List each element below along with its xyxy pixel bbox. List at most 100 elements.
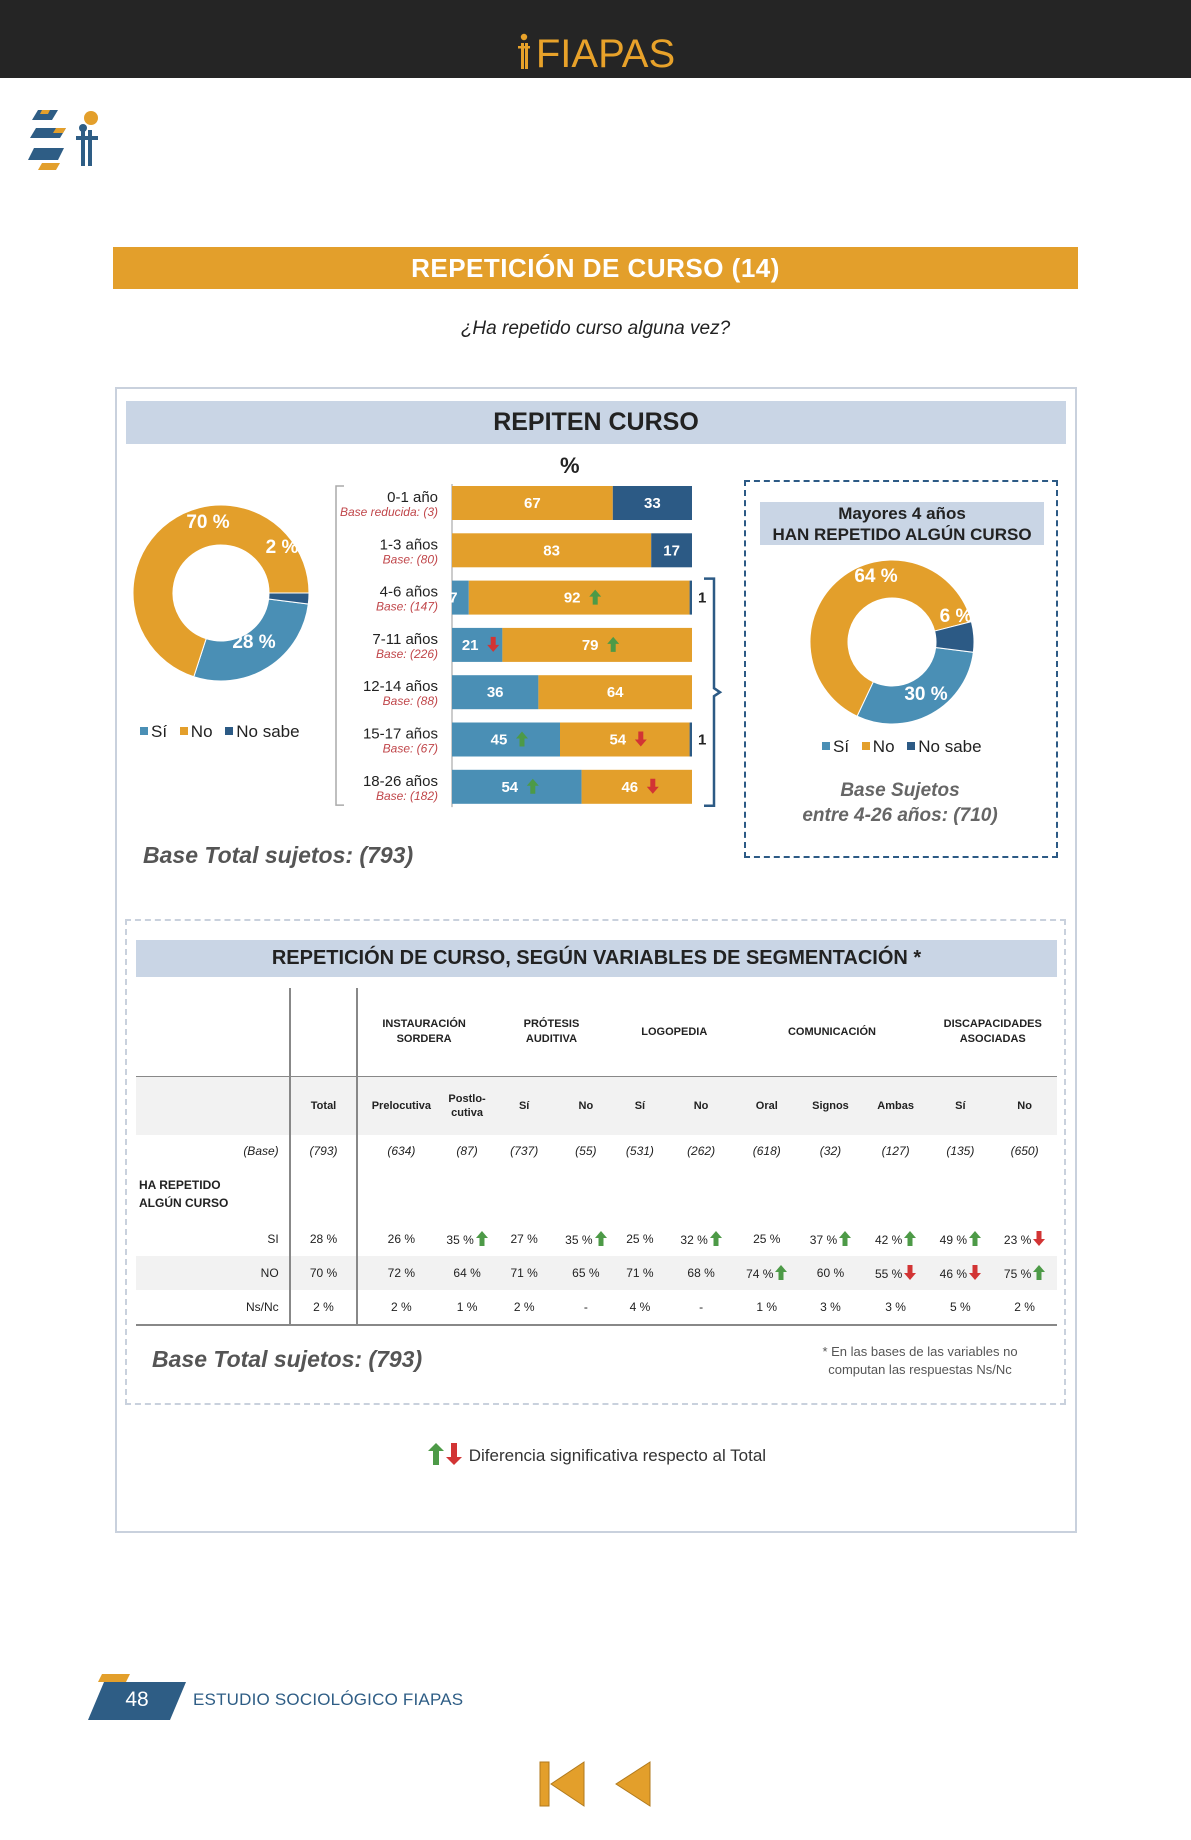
row-label: SI: [267, 1232, 279, 1246]
donut-legend-total: Sí No No sabe: [140, 722, 302, 742]
segmentation-header: REPETICIÓN DE CURSO, SEGÚN VARIABLES DE …: [136, 940, 1057, 977]
bar-segment: [468, 580, 690, 615]
table-cell: 71 %: [489, 1256, 559, 1290]
donut-label-Sí: 28 %: [232, 632, 275, 653]
table-base-row: (Base) (793) (634) (87) (737) (55) (531) (262)…: [136, 1135, 1057, 1166]
category-label: 7-11 años: [372, 631, 438, 648]
significance-arrow-up: [607, 636, 620, 652]
cell-value: 2 %: [1014, 1300, 1035, 1314]
table-cell: 72 %: [356, 1256, 445, 1290]
bar-value-label: 33: [644, 495, 661, 512]
table-cell: 5 %: [928, 1290, 993, 1326]
table-cell: 2 %: [356, 1290, 445, 1326]
table-cell: 64 %: [444, 1256, 490, 1290]
table-cell: 35 %: [559, 1222, 614, 1256]
previous-page-icon[interactable]: [610, 1760, 658, 1808]
donut-slice-No sabe: [934, 620, 975, 653]
donut-slice-No: [132, 504, 310, 678]
arrow-up-icon: [709, 1231, 722, 1246]
base-cell: (127): [881, 1143, 910, 1158]
table-row: SI 28 % 26 % 35 % 27 % 35 % 25 % 32 % 25 % 37 % 42…: [136, 1222, 1057, 1256]
bar-value-label: 54: [501, 779, 518, 796]
category-base-label: Base: (226): [376, 647, 438, 661]
cell-value: 49 %: [939, 1233, 968, 1247]
arrow-up-icon: [839, 1231, 852, 1246]
group-comunicacion: COMUNICACIÓN: [735, 988, 929, 1077]
cell-value: 1 %: [456, 1300, 478, 1314]
category-base-label: Base: (88): [383, 694, 438, 708]
base-cell: (634): [356, 1135, 445, 1166]
mayores-title: Mayores 4 años HAN REPETIDO ALGÚN CURSO: [760, 502, 1044, 545]
donut-chart-total: 28 % 70 % 2 %: [132, 504, 310, 682]
table-cell: 3 %: [798, 1290, 863, 1326]
arrow-up-icon: [475, 1231, 488, 1246]
legend-item-nosabe: No sabe: [901, 737, 982, 756]
donut-slice-Sí: [856, 646, 974, 725]
percent-axis-label: %: [560, 453, 580, 478]
category-base-label: Base reducida: (3): [340, 505, 438, 519]
table-cell: 65 %: [558, 1256, 614, 1290]
table-cell: 68 %: [666, 1256, 736, 1290]
table-group-row: INSTAURACIÓN SORDERA PRÓTESIS AUDITIVA LOG…: [136, 988, 1057, 1077]
table-cell: 74 %: [735, 1256, 799, 1290]
cell-value: 65 %: [572, 1266, 600, 1280]
bar-segment: [452, 533, 652, 568]
bar-segment: [452, 580, 469, 615]
table-cell: 60 %: [798, 1256, 863, 1290]
donut-slice-No: [809, 559, 973, 717]
row-label: (Base): [243, 1143, 279, 1158]
cell-value: -: [583, 1300, 588, 1314]
significance-legend-text: Diferencia significativa respecto al Tot…: [468, 1446, 767, 1465]
cell-value: 71 %: [510, 1266, 538, 1280]
bar-value-label: 92: [564, 590, 581, 607]
significance-arrow-up: [516, 731, 528, 747]
donut-label-No: 70 %: [186, 512, 229, 533]
mayores-panel: [744, 480, 1058, 858]
table-cell: 25 %: [613, 1222, 667, 1256]
fiapas-logo-icon: [517, 33, 530, 69]
cell-value: 27 %: [510, 1232, 538, 1246]
bar-value-label: 7: [449, 590, 457, 607]
table-cell: 26 %: [356, 1222, 445, 1256]
cell-value: 23 %: [1003, 1233, 1032, 1247]
base-cell: (55): [575, 1143, 597, 1158]
cell-value: 2 %: [313, 1300, 334, 1314]
segmentation-table: INSTAURACIÓN SORDERA PRÓTESIS AUDITIVA LOG…: [136, 988, 1057, 1326]
significance-arrow-up: [526, 778, 539, 794]
category-label: 1-3 años: [380, 536, 438, 553]
arrow-down-icon: [969, 1265, 982, 1280]
base-sujetos-line-1: Base Sujetos: [840, 780, 960, 801]
group-logopedia: LOGOPEDIA: [613, 988, 736, 1077]
cell-value: -: [699, 1300, 704, 1314]
legend-item-nosabe: No sabe: [219, 722, 300, 741]
cell-value: 5 %: [950, 1300, 971, 1314]
base-cell: (793): [288, 1135, 358, 1166]
arrow-up-icon: [1033, 1265, 1046, 1280]
table-section-row: HA REPETIDO ALGÚN CURSO: [136, 1166, 1057, 1222]
cell-value: 2 %: [391, 1300, 412, 1314]
segmentation-panel: [125, 919, 1066, 1405]
arrow-up-icon: [904, 1231, 917, 1246]
row-label: NO: [136, 1256, 290, 1290]
col-header: No: [558, 1076, 614, 1135]
cell-value: 2 %: [513, 1300, 535, 1314]
cell-value: 26 %: [387, 1232, 416, 1246]
cell-value: 25 %: [753, 1232, 781, 1246]
first-page-icon[interactable]: [538, 1760, 586, 1808]
col-header: Prelocutiva: [356, 1076, 445, 1135]
base-cell: (32): [819, 1143, 842, 1158]
cell-value: 75 %: [1003, 1267, 1032, 1281]
base-cell: (87): [456, 1143, 478, 1158]
footnote: * En las bases de las variables no compu…: [800, 1343, 1040, 1379]
table-cell: -: [666, 1290, 736, 1326]
page-number-tab: [88, 1674, 186, 1720]
cell-value: 74 %: [746, 1267, 774, 1281]
category-label: 15-17 años: [363, 726, 438, 743]
significance-arrow-down: [487, 636, 500, 652]
page-title: REPETICIÓN DE CURSO (14): [113, 247, 1078, 289]
category-label: 12-14 años: [363, 678, 438, 695]
donut-slice-No sabe: [268, 592, 310, 605]
donut-label-Sí: 30 %: [904, 684, 947, 705]
footnote-line-2: computan las respuestas Ns/Nc: [828, 1362, 1012, 1377]
table-cell: 75 %: [992, 1256, 1057, 1290]
